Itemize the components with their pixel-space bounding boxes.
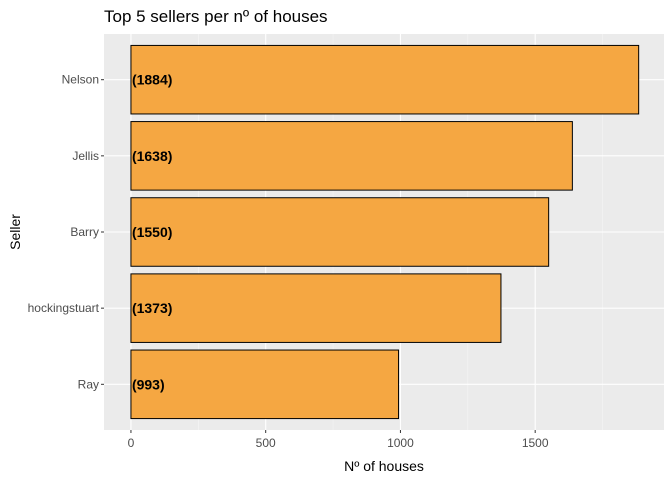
bar-Jellis	[130, 121, 573, 191]
x-tick-label: 1000	[387, 436, 414, 450]
data-label-hockingstuart: (1373)	[132, 300, 172, 316]
y-axis-title: Seller	[7, 214, 23, 250]
x-tick-label: 1500	[522, 436, 549, 450]
y-tick-label: Ray	[78, 377, 99, 391]
data-label-Ray: (993)	[132, 376, 165, 392]
y-tick-label: hockingstuart	[28, 301, 100, 315]
y-tick-label: Barry	[70, 225, 99, 239]
y-axis: Nelson Jellis Barry hockingstuart Ray	[28, 73, 104, 391]
data-label-Nelson: (1884)	[132, 72, 172, 88]
bar-Nelson	[130, 44, 640, 115]
chart-title: Top 5 sellers per nº of houses	[104, 7, 328, 26]
x-tick-label: 500	[256, 436, 276, 450]
x-axis-title: Nº of houses	[344, 458, 424, 474]
y-tick-label: Nelson	[62, 73, 99, 87]
bar-Barry	[130, 197, 550, 267]
x-tick-label: 0	[128, 436, 135, 450]
bars	[130, 44, 640, 420]
bar-data-labels: (1884) (1638) (1550) (1373) (993)	[132, 72, 172, 393]
x-axis: 0 500 1000 1500	[128, 430, 549, 450]
y-tick-label: Jellis	[72, 149, 99, 163]
data-label-Barry: (1550)	[132, 224, 172, 240]
data-label-Jellis: (1638)	[132, 148, 172, 164]
bar-hockingstuart	[130, 273, 502, 343]
bar-Ray	[130, 349, 400, 420]
